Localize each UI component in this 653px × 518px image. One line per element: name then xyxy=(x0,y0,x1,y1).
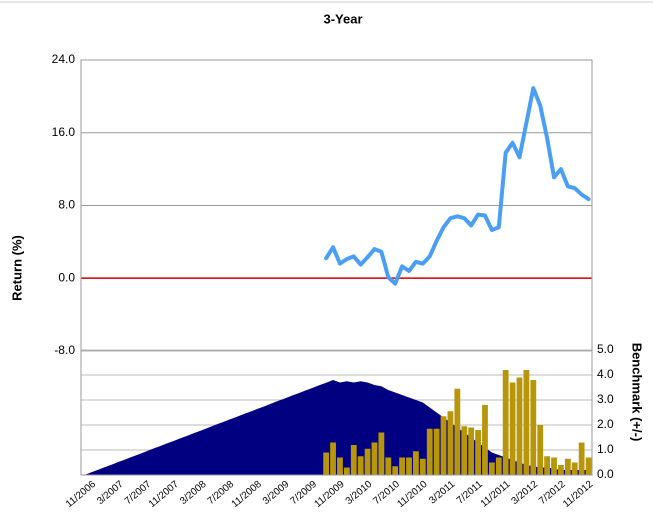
y-tick-label: 8.0 xyxy=(58,198,75,212)
bar xyxy=(426,428,433,475)
bar xyxy=(495,457,502,475)
bar xyxy=(558,465,564,475)
bar xyxy=(447,411,454,475)
bar xyxy=(454,388,461,475)
bar xyxy=(413,451,419,475)
line xyxy=(324,86,591,286)
x-tick-label: 11/2008 xyxy=(230,479,265,510)
bar xyxy=(509,382,516,475)
bar xyxy=(364,448,371,475)
x-tick-label: 11/2011 xyxy=(479,479,513,510)
bar xyxy=(323,452,330,475)
bar xyxy=(523,370,530,475)
x-tick-label: 3/2009 xyxy=(261,479,292,507)
y2-axis-label: Benchmark (+/-) xyxy=(630,343,645,442)
bar xyxy=(392,466,399,475)
plot-frame xyxy=(80,59,593,476)
x-tick-label: 3/2011 xyxy=(427,479,457,507)
bar xyxy=(399,457,406,475)
y2-tick-label: 0.0 xyxy=(597,467,614,481)
y2-tick-label: 2.0 xyxy=(597,417,614,431)
bar xyxy=(440,416,447,475)
bar xyxy=(585,457,592,475)
bar xyxy=(516,377,523,475)
y-tick-label: -8.0 xyxy=(54,343,75,357)
bar xyxy=(475,430,481,475)
bar xyxy=(530,380,537,475)
y-tick-label: 16.0 xyxy=(52,125,76,139)
bar xyxy=(502,370,509,475)
bar xyxy=(385,457,392,475)
bar xyxy=(378,432,385,475)
bar xyxy=(578,442,585,475)
bar xyxy=(468,427,475,475)
y-axis-label: Return (%) xyxy=(9,235,24,301)
x-tick-label: 11/2010 xyxy=(395,479,430,510)
bar xyxy=(571,462,578,475)
x-tick-label: 3/2007 xyxy=(95,479,126,507)
bar xyxy=(343,467,350,475)
bar xyxy=(488,462,495,475)
y2-tick-label: 5.0 xyxy=(597,342,614,356)
bar xyxy=(537,425,544,475)
bar xyxy=(337,457,343,475)
bar xyxy=(419,458,426,475)
x-tick-label: 11/2009 xyxy=(312,479,347,510)
bar xyxy=(551,457,557,475)
bar xyxy=(371,442,378,475)
bar xyxy=(330,442,336,475)
bar xyxy=(461,426,468,475)
x-tick-label: 3/2012 xyxy=(510,479,541,507)
x-tick-label: 11/2012 xyxy=(561,479,596,510)
bar xyxy=(357,456,364,475)
bar xyxy=(482,405,488,475)
x-tick-label: 11/2006 xyxy=(64,479,99,510)
bar xyxy=(350,445,357,475)
x-tick-label: 11/2007 xyxy=(147,479,182,510)
y-tick-label: 0.0 xyxy=(58,270,75,284)
bar xyxy=(544,456,551,475)
chart-title: 3-Year xyxy=(323,11,362,26)
y2-tick-label: 4.0 xyxy=(597,367,614,381)
bar xyxy=(406,457,412,475)
x-tick-label: 3/2010 xyxy=(344,479,375,507)
bar xyxy=(433,428,440,475)
y2-tick-label: 3.0 xyxy=(597,392,614,406)
y-tick-label: 24.0 xyxy=(52,52,76,66)
x-tick-label: 3/2008 xyxy=(178,479,209,507)
y2-tick-label: 1.0 xyxy=(597,442,614,456)
bar xyxy=(564,458,571,475)
